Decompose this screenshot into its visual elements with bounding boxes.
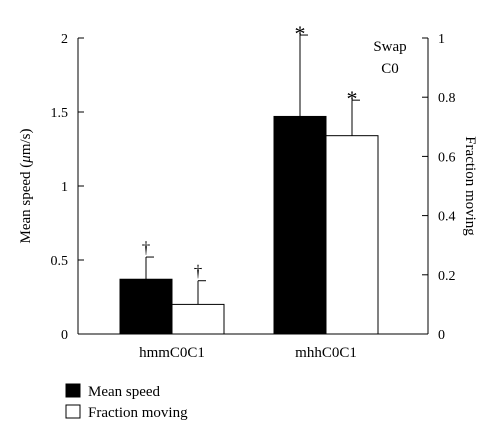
right-axis-ticks: 0 0.2 0.4 0.6 0.8 1 [422, 32, 456, 343]
right-tick-label: 0.2 [438, 269, 456, 284]
right-tick-label: 0 [438, 328, 445, 343]
swap-annotation-line1: Swap [373, 39, 406, 55]
legend: Mean speed Fraction moving [65, 383, 188, 421]
left-tick-label: 2 [61, 32, 68, 47]
right-tick-label: 0.4 [438, 210, 456, 225]
bar-fraction-moving [171, 303, 225, 335]
right-tick-label: 0.8 [438, 91, 456, 106]
left-axis-title: Mean speed (μm/s) [18, 128, 34, 243]
swap-annotation-line2: C0 [381, 61, 399, 77]
left-axis-ticks: 0 0.5 1 1.5 2 [51, 32, 84, 343]
category-label: mhhC0C1 [295, 345, 357, 361]
significance-marker: † [142, 238, 151, 257]
category-label: hmmC0C1 [139, 345, 205, 361]
bar-group: † † * * [119, 21, 379, 335]
legend-swatch-mean-speed [65, 383, 81, 398]
left-tick-label: 0 [61, 328, 68, 343]
legend-swatch-fraction-moving [65, 404, 81, 419]
significance-marker: † [194, 262, 203, 281]
bar-mean-speed [119, 278, 173, 335]
right-axis-title: Fraction moving [462, 136, 478, 236]
bar-mean-speed [273, 115, 327, 335]
significance-marker: * [295, 21, 306, 46]
bar-fraction-moving [325, 135, 379, 335]
left-tick-label: 0.5 [51, 254, 69, 269]
significance-marker: * [347, 86, 358, 111]
right-tick-label: 1 [438, 32, 445, 47]
category-labels: hmmC0C1 mhhC0C1 [139, 345, 357, 361]
left-tick-label: 1.5 [51, 106, 69, 121]
legend-label-mean-speed: Mean speed [88, 384, 161, 400]
left-tick-label: 1 [61, 180, 68, 195]
legend-label-fraction-moving: Fraction moving [88, 405, 188, 421]
right-tick-label: 0.6 [438, 150, 456, 165]
